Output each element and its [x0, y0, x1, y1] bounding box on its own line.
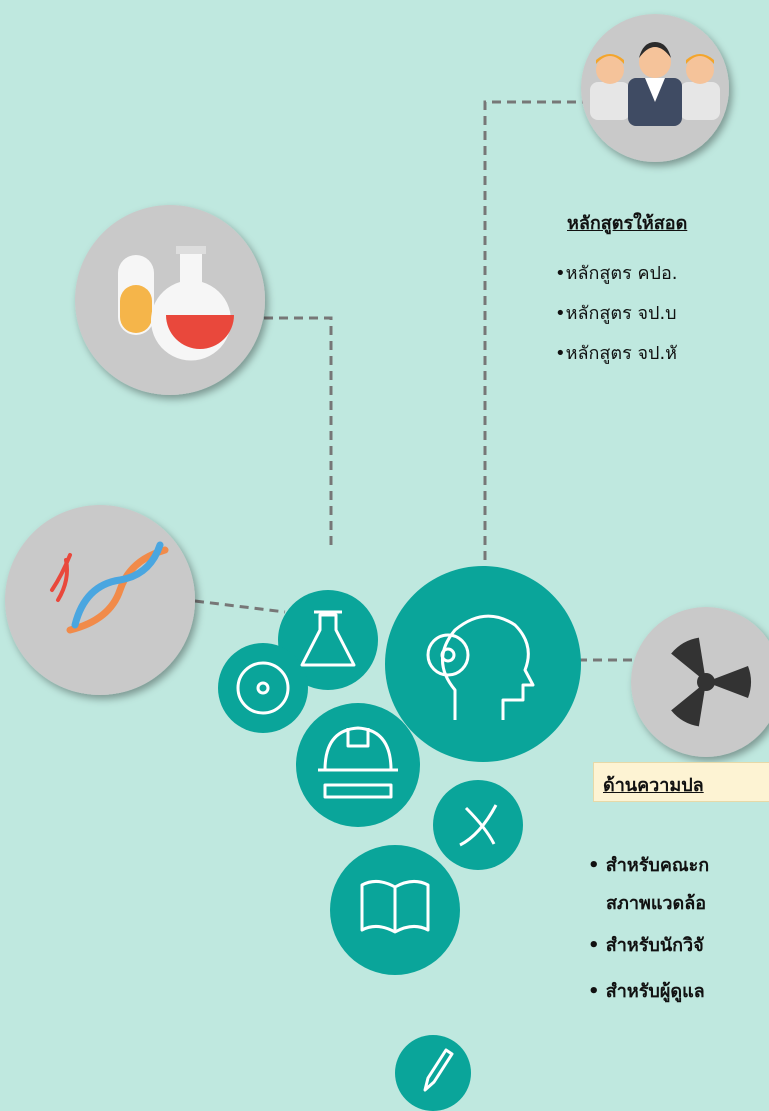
safety-item: • สำหรับคณะก [588, 850, 709, 879]
safety-title: ด้านความปล [603, 770, 704, 799]
course-title: หลักสูตรให้สอด [567, 208, 687, 237]
safety-item-text: สำหรับคณะก [606, 855, 709, 876]
page: หลักสูตรให้สอด •หลักสูตร คปอ. •หลักสูตร … [0, 0, 769, 1111]
course-item-text: หลักสูตร คปอ. [566, 263, 678, 284]
safety-item-text: สภาพแวดล้อ [606, 888, 706, 917]
safety-item-text: สำหรับผู้ดูแล [606, 981, 705, 1002]
course-item-text: หลักสูตร จป.บ [566, 303, 677, 324]
course-item-text: หลักสูตร จป.หั [566, 343, 677, 364]
safety-item-text: สำหรับนักวิจั [606, 935, 704, 956]
people-icon [590, 42, 720, 126]
safety-item: • สำหรับนักวิจั [588, 930, 704, 959]
safety-item: • สำหรับผู้ดูแล [588, 976, 705, 1005]
course-item: •หลักสูตร คปอ. [555, 258, 677, 287]
connectors [195, 102, 632, 660]
course-item: •หลักสูตร จป.บ [555, 298, 677, 327]
course-item: •หลักสูตร จป.หั [555, 338, 677, 367]
